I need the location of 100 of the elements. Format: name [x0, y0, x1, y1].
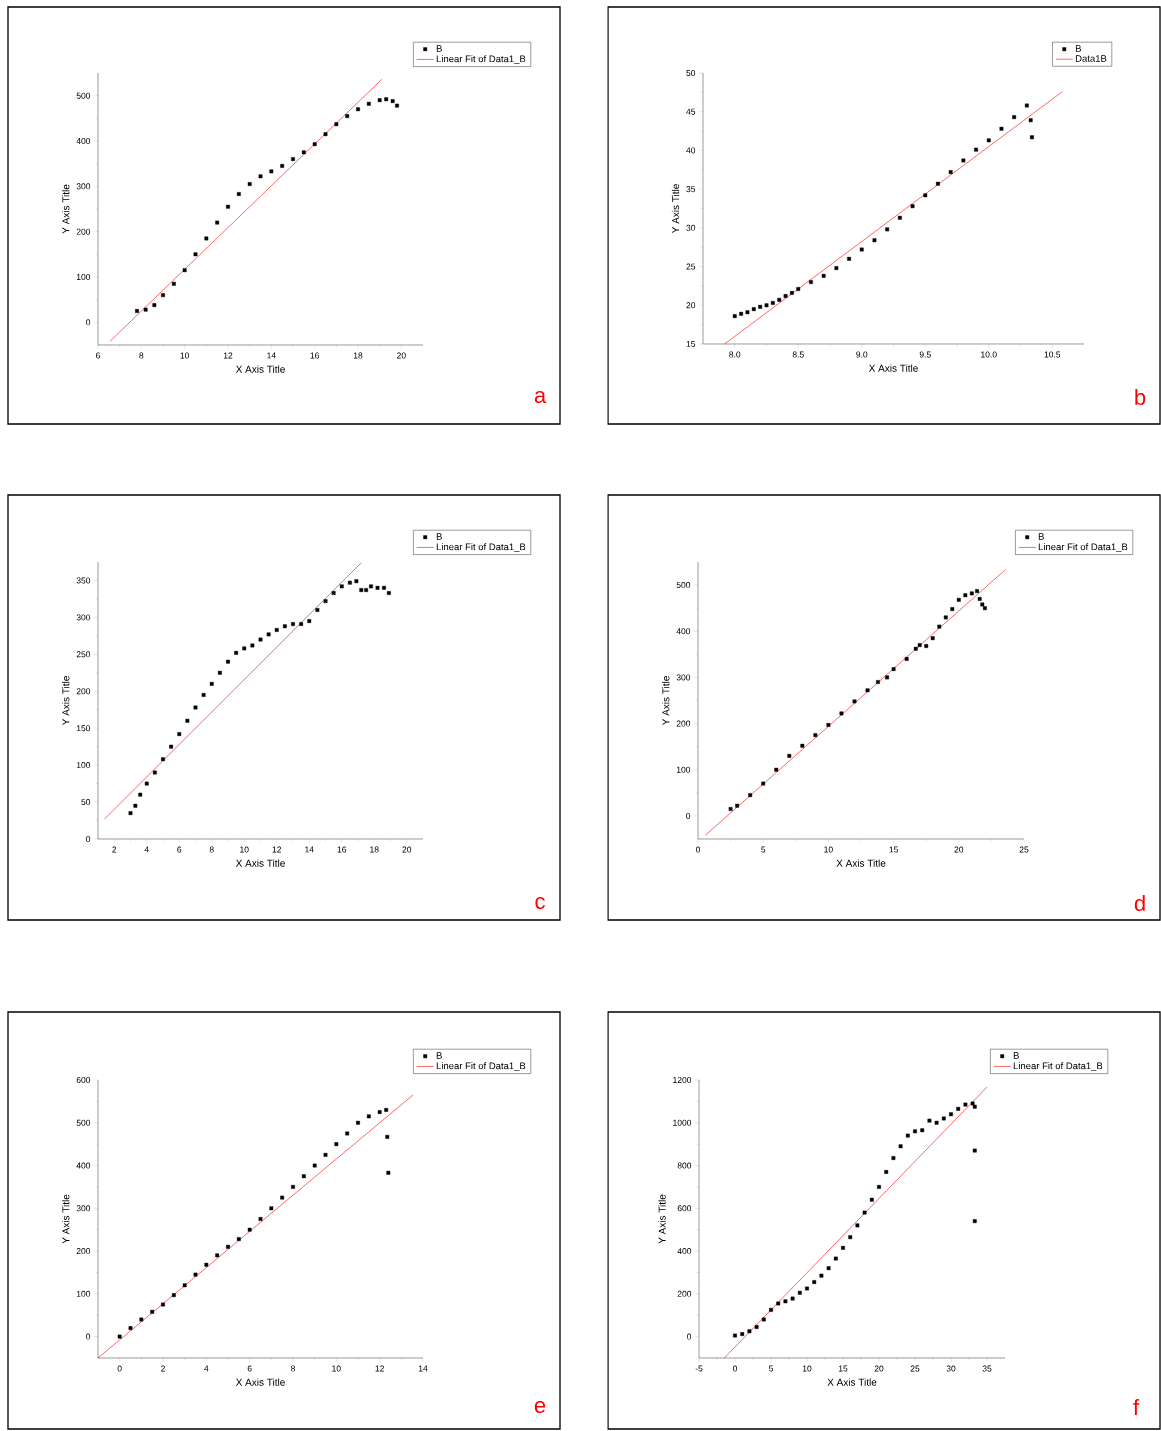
x-tick-label: 10 — [824, 846, 833, 853]
point — [274, 628, 279, 632]
point — [359, 588, 364, 592]
x-tick-label: 0 — [117, 1365, 122, 1372]
point — [193, 1272, 198, 1277]
point — [236, 192, 241, 196]
point — [386, 591, 391, 595]
point — [258, 1217, 263, 1221]
y-tick-label: 0 — [86, 1333, 91, 1340]
y-tick-label: 100 — [76, 273, 91, 280]
y-tick-label: 400 — [76, 1162, 91, 1169]
x-tick-label: 9.5 — [919, 351, 931, 358]
point — [833, 1256, 838, 1261]
point — [182, 1283, 187, 1288]
y-tick-label: 500 — [676, 582, 691, 589]
point — [740, 1332, 745, 1336]
point — [982, 606, 987, 611]
y-tick-label: 0 — [86, 319, 91, 326]
point — [848, 1235, 853, 1240]
point — [152, 770, 157, 775]
point — [384, 97, 389, 102]
point — [941, 1116, 946, 1121]
text: e — [534, 1400, 546, 1414]
point — [963, 593, 968, 598]
y-tick-label: 100 — [76, 762, 91, 769]
y-tick-label: 350 — [76, 577, 91, 584]
y-tick-label: 20 — [686, 302, 696, 309]
point — [949, 1112, 953, 1117]
point — [776, 1301, 781, 1306]
point — [375, 585, 380, 590]
point — [204, 236, 209, 241]
point — [301, 150, 306, 155]
point — [943, 615, 948, 620]
legend-label: B — [1075, 45, 1081, 52]
point — [258, 637, 263, 642]
point — [282, 624, 287, 629]
x-tick-label: 10 — [332, 1365, 341, 1372]
y-tick-label: 300 — [76, 1205, 91, 1212]
x-tick-label: 0 — [732, 1365, 738, 1372]
point — [345, 1131, 350, 1136]
point — [161, 293, 165, 298]
x-tick-label: 10.5 — [1044, 351, 1061, 358]
point — [761, 1317, 766, 1322]
x-tick-label: 20 — [402, 846, 412, 853]
x-tick-label: 35 — [982, 1365, 992, 1372]
text: f — [1133, 1399, 1140, 1415]
point — [751, 307, 756, 312]
point — [872, 238, 877, 243]
point — [975, 589, 979, 593]
y-tick-label: 250 — [76, 651, 91, 658]
point — [323, 132, 328, 137]
y-tick-label: 400 — [76, 137, 91, 144]
point — [323, 1152, 328, 1157]
point — [377, 98, 382, 103]
point — [334, 1142, 339, 1147]
y-tick-label: 100 — [76, 1290, 91, 1297]
y-tick-label: 500 — [76, 1119, 91, 1126]
point — [920, 1128, 925, 1133]
point — [364, 588, 369, 592]
x-tick-label: 4 — [144, 846, 149, 853]
x-tick-label: 8 — [139, 352, 144, 359]
point — [761, 781, 766, 786]
text: c — [535, 896, 545, 910]
y-tick-label: 300 — [76, 614, 91, 621]
point — [128, 1326, 133, 1330]
point — [796, 287, 801, 291]
x-tick-label: 10 — [240, 846, 249, 853]
point — [859, 247, 864, 252]
point — [356, 107, 360, 112]
point — [315, 608, 320, 612]
x-tick-label: 25 — [1019, 846, 1029, 853]
x-tick-label: 6 — [96, 352, 100, 359]
y-tick-label: 200 — [76, 228, 91, 235]
y-tick-label: 400 — [677, 1248, 692, 1255]
point — [862, 1210, 867, 1215]
point — [847, 256, 851, 261]
y-tick-label: 45 — [686, 108, 696, 115]
point — [312, 142, 317, 147]
y-tick-label: 25 — [686, 263, 696, 270]
text: a — [534, 390, 547, 404]
x-tick-label: -5 — [695, 1365, 703, 1372]
point — [152, 303, 157, 307]
point — [185, 718, 190, 723]
point — [354, 579, 359, 584]
point — [366, 101, 371, 106]
point — [291, 622, 295, 626]
point — [247, 182, 252, 186]
x-tick-label: 6 — [177, 846, 182, 853]
point — [764, 303, 769, 308]
y-tick-label: 50 — [81, 799, 91, 806]
point — [934, 1120, 939, 1125]
point — [732, 314, 737, 319]
point — [739, 311, 744, 316]
point — [790, 1296, 795, 1301]
point — [809, 280, 813, 284]
point — [885, 675, 889, 680]
point — [1028, 118, 1033, 123]
point — [242, 646, 247, 651]
legend-label: B — [436, 45, 442, 52]
point — [970, 1101, 975, 1106]
